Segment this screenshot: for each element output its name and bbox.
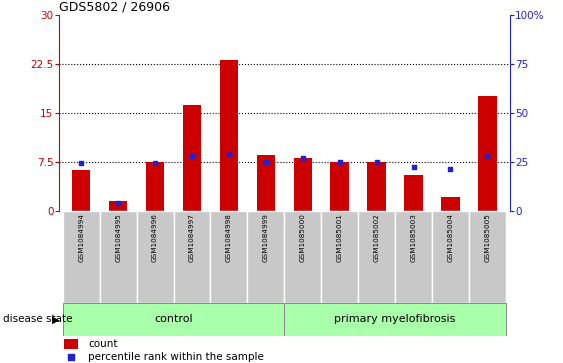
Point: [114, 200, 123, 205]
Bar: [469, 211, 506, 303]
Bar: [441, 197, 459, 211]
Bar: [284, 211, 321, 303]
Bar: [247, 211, 284, 303]
Text: GSM1084998: GSM1084998: [226, 213, 232, 262]
Text: GSM1084999: GSM1084999: [263, 213, 269, 262]
Bar: [478, 96, 497, 211]
Bar: [72, 170, 91, 211]
Bar: [330, 162, 349, 211]
Text: GSM1084996: GSM1084996: [152, 213, 158, 262]
Point: [372, 159, 381, 164]
Point: [225, 151, 234, 156]
Bar: [137, 211, 173, 303]
Point: [409, 164, 418, 170]
Point: [446, 167, 455, 172]
Text: GSM1085005: GSM1085005: [484, 213, 490, 262]
Bar: [432, 211, 469, 303]
Text: GSM1085002: GSM1085002: [374, 213, 379, 262]
Text: GDS5802 / 26906: GDS5802 / 26906: [59, 0, 170, 13]
Point: [335, 159, 344, 164]
Point: [77, 160, 86, 166]
Text: primary myelofibrosis: primary myelofibrosis: [334, 314, 456, 325]
Text: percentile rank within the sample: percentile rank within the sample: [88, 352, 264, 362]
Bar: [321, 211, 358, 303]
Bar: [109, 201, 127, 211]
Point: [261, 159, 270, 164]
Text: GSM1084994: GSM1084994: [78, 213, 84, 262]
Point: [187, 153, 196, 159]
Bar: [395, 211, 432, 303]
Text: GSM1084997: GSM1084997: [189, 213, 195, 262]
Bar: [358, 211, 395, 303]
Bar: [404, 175, 423, 211]
Bar: [293, 158, 312, 211]
Point: [298, 155, 307, 160]
Text: GSM1085004: GSM1085004: [448, 213, 453, 262]
Bar: [64, 339, 78, 349]
Text: GSM1085000: GSM1085000: [300, 213, 306, 262]
Bar: [63, 211, 100, 303]
Point: [483, 153, 492, 159]
Bar: [211, 211, 247, 303]
Point: [66, 354, 75, 360]
Bar: [100, 211, 137, 303]
Text: GSM1085001: GSM1085001: [337, 213, 343, 262]
Bar: [173, 211, 211, 303]
Text: count: count: [88, 339, 118, 349]
Bar: [183, 105, 201, 211]
Bar: [146, 162, 164, 211]
Text: control: control: [154, 314, 193, 325]
Text: disease state: disease state: [3, 314, 72, 325]
Bar: [63, 303, 284, 336]
Text: GSM1084995: GSM1084995: [115, 213, 121, 262]
Bar: [284, 303, 506, 336]
Bar: [257, 155, 275, 211]
Point: [150, 160, 159, 166]
Text: ▶: ▶: [52, 314, 60, 325]
Bar: [220, 60, 238, 211]
Bar: [368, 162, 386, 211]
Text: GSM1085003: GSM1085003: [410, 213, 417, 262]
